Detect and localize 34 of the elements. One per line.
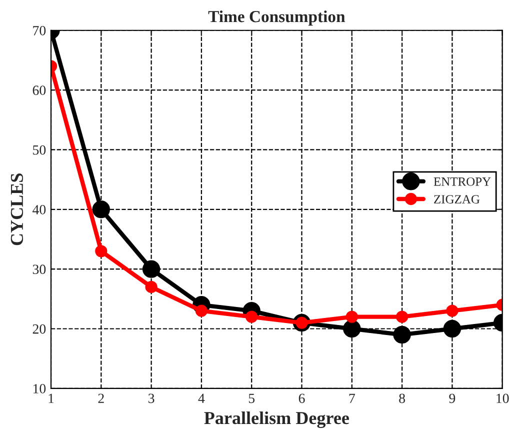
x-tick-label: 4: [198, 394, 205, 403]
point: [346, 310, 358, 323]
x-tick-label: 7: [349, 394, 355, 403]
point: [446, 304, 458, 317]
point: [92, 200, 110, 218]
y-tick-label: 50: [33, 145, 46, 155]
x-tick-label: 9: [449, 394, 456, 404]
point: [195, 304, 208, 317]
x-tick-label: 8: [399, 394, 405, 404]
y-tick-label: 30: [32, 264, 46, 274]
point: [396, 310, 408, 323]
x-tick-label: 10: [496, 394, 509, 404]
point: [343, 320, 361, 338]
point: [95, 245, 108, 258]
y-tick-label: 60: [32, 86, 46, 96]
legend-label: ENTROPY: [434, 177, 491, 186]
y-axis-title: CYCLES: [10, 174, 24, 246]
point: [443, 320, 462, 338]
y-tick-label: 40: [32, 204, 46, 214]
x-tick-label: 1: [48, 394, 54, 403]
x-tick-label: 6: [298, 394, 305, 404]
chart-title: Time Consumption: [208, 10, 346, 26]
x-tick-label: 3: [148, 394, 154, 404]
y-tick-label: 20: [32, 324, 46, 334]
legend-label: ZIGZAG: [434, 195, 480, 204]
point: [393, 326, 411, 344]
y-tick-label: 10: [33, 384, 46, 394]
y-tick-label: 70: [33, 26, 46, 36]
x-tick-label: 5: [248, 394, 255, 404]
point: [142, 260, 160, 278]
point: [145, 280, 158, 294]
x-axis-title: Parallelism Degree: [204, 411, 349, 428]
point: [246, 310, 258, 323]
x-tick-label: 2: [98, 394, 104, 403]
